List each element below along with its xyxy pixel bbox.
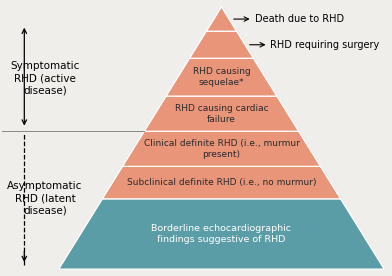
Text: Clinical definite RHD (i.e., murmur
present): Clinical definite RHD (i.e., murmur pres… bbox=[143, 139, 299, 159]
Polygon shape bbox=[166, 58, 277, 96]
Text: Borderline echocardiographic
findings suggestive of RHD: Borderline echocardiographic findings su… bbox=[151, 224, 292, 244]
Text: Asymptomatic
RHD (latent
disease): Asymptomatic RHD (latent disease) bbox=[7, 181, 83, 216]
Polygon shape bbox=[102, 166, 341, 199]
Text: RHD causing
sequelae*: RHD causing sequelae* bbox=[192, 67, 250, 87]
Polygon shape bbox=[190, 31, 253, 58]
Text: RHD causing cardiac
failure: RHD causing cardiac failure bbox=[175, 104, 268, 124]
Polygon shape bbox=[59, 199, 384, 269]
Text: RHD requiring surgery: RHD requiring surgery bbox=[270, 40, 380, 50]
Text: Subclinical definite RHD (i.e., no murmur): Subclinical definite RHD (i.e., no murmu… bbox=[127, 178, 316, 187]
Text: Death due to RHD: Death due to RHD bbox=[254, 14, 344, 24]
Polygon shape bbox=[144, 96, 299, 131]
Polygon shape bbox=[123, 131, 320, 166]
Polygon shape bbox=[206, 7, 237, 31]
Text: Symptomatic
RHD (active
disease): Symptomatic RHD (active disease) bbox=[11, 61, 80, 95]
